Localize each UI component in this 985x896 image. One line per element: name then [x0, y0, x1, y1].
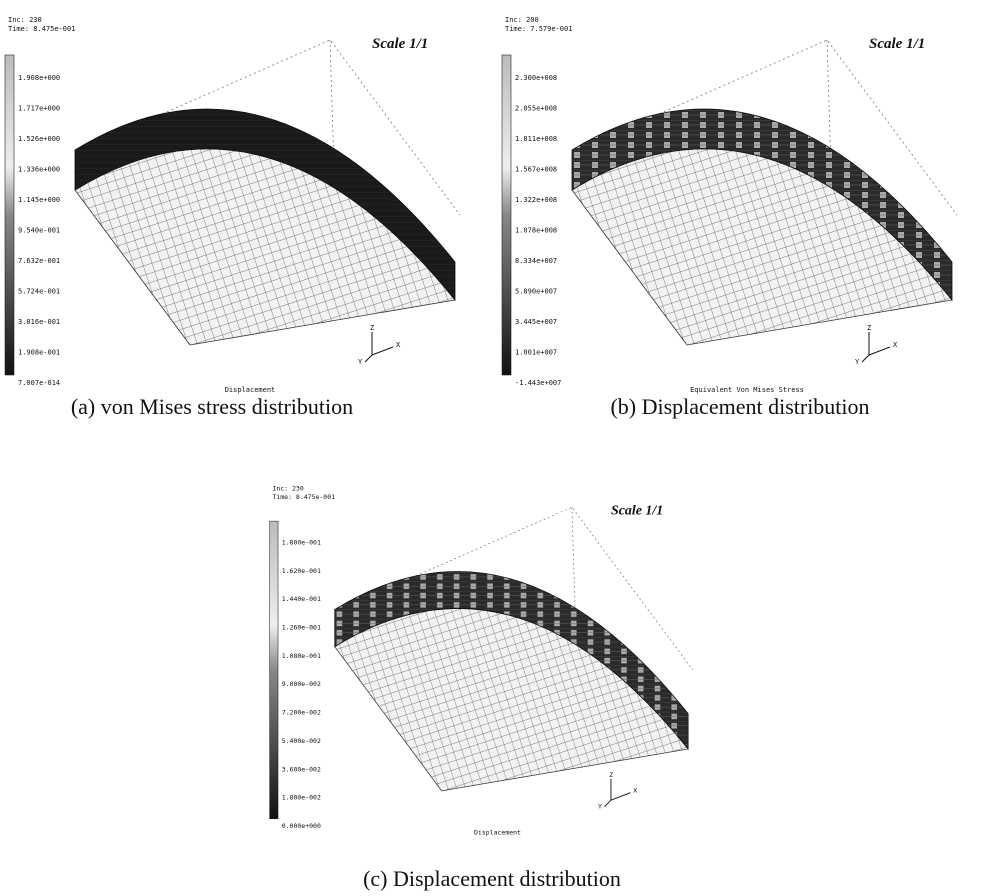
increment: Inc: 200	[505, 16, 539, 24]
axis-letter: Z	[370, 324, 374, 332]
legend-label: 1.260e-001	[282, 623, 321, 631]
legend-label: 1.800e-002	[282, 794, 321, 802]
legend-label: 7.632e-001	[18, 257, 60, 265]
legend-label: 1.908e+000	[18, 74, 60, 82]
axis-letter: Y	[358, 358, 363, 366]
legend-label: 8.334e+007	[515, 257, 557, 265]
legend-label: 1.567e+008	[515, 166, 557, 174]
caption: (c) Displacement distribution	[363, 866, 621, 891]
legend-label: 1.620e-001	[282, 567, 321, 575]
scale-label: Scale 1/1	[372, 36, 428, 52]
mesh-surface	[335, 608, 688, 790]
axis-letter: Y	[598, 803, 602, 811]
legend-label: 7.007e-014	[18, 379, 60, 387]
time: Time: 8.475e-001	[8, 25, 75, 33]
axis-triad	[365, 332, 393, 362]
legend-label: 2.055e+008	[515, 105, 557, 113]
legend-label: 5.890e+007	[515, 288, 557, 296]
legend-label: 1.322e+008	[515, 196, 557, 204]
legend-label: 9.000e-002	[282, 680, 321, 688]
page: Inc: 230Time: 8.475e-001Scale 1/11.908e+…	[0, 0, 985, 896]
legend-label: 1.717e+000	[18, 105, 60, 113]
axis-triad	[604, 779, 630, 807]
legend-label: 1.800e-001	[282, 538, 321, 546]
axis-letter: X	[396, 341, 401, 349]
axis-letter: Z	[609, 771, 613, 779]
axis-letter: Y	[855, 358, 860, 366]
quantity-label: Displacement	[225, 386, 276, 394]
axis-triad	[862, 332, 890, 362]
caption: (a) von Mises stress distribution	[71, 394, 353, 419]
legend-label: 7.200e-002	[282, 709, 321, 717]
legend-label: 5.400e-002	[282, 737, 321, 745]
mesh-surface	[572, 149, 952, 345]
legend-label: 1.336e+000	[18, 166, 60, 174]
legend-label: 1.080e-001	[282, 652, 321, 660]
legend-label: 9.540e-001	[18, 227, 60, 235]
legend-bar	[270, 521, 278, 819]
legend-label: 1.145e+000	[18, 196, 60, 204]
legend-label: 3.600e-002	[282, 765, 321, 773]
legend-label: -1.443e+007	[515, 379, 561, 387]
increment: Inc: 230	[8, 16, 42, 24]
legend-label: 3.445e+007	[515, 318, 557, 326]
legend-label: 0.000e+000	[282, 822, 321, 830]
axis-letter: X	[893, 341, 898, 349]
quantity-label: Equivalent Von Mises Stress	[690, 386, 804, 394]
legend-label: 1.001e+007	[515, 349, 557, 357]
figure: Inc: 230Time: 8.475e-001Scale 1/11.908e+…	[0, 0, 985, 896]
legend-bar	[502, 55, 511, 375]
legend-label: 1.908e-001	[18, 349, 60, 357]
legend-label: 1.811e+008	[515, 135, 557, 143]
time: Time: 7.579e-001	[505, 25, 572, 33]
mesh-surface	[75, 149, 455, 345]
legend-label: 2.300e+008	[515, 74, 557, 82]
legend-label: 1.440e-001	[282, 595, 321, 603]
axis-letter: X	[633, 787, 637, 795]
legend-label: 3.816e-001	[18, 318, 60, 326]
caption: (b) Displacement distribution	[610, 394, 869, 419]
axis-letter: Z	[867, 324, 871, 332]
legend-bar	[5, 55, 14, 375]
increment: Inc: 230	[272, 484, 303, 492]
scale-label: Scale 1/1	[869, 36, 925, 52]
legend-label: 1.078e+008	[515, 227, 557, 235]
quantity-label: Displacement	[474, 829, 521, 837]
scale-label: Scale 1/1	[611, 504, 663, 519]
time: Time: 8.475e-001	[272, 493, 335, 501]
legend-label: 1.526e+000	[18, 135, 60, 143]
legend-label: 5.724e-001	[18, 288, 60, 296]
